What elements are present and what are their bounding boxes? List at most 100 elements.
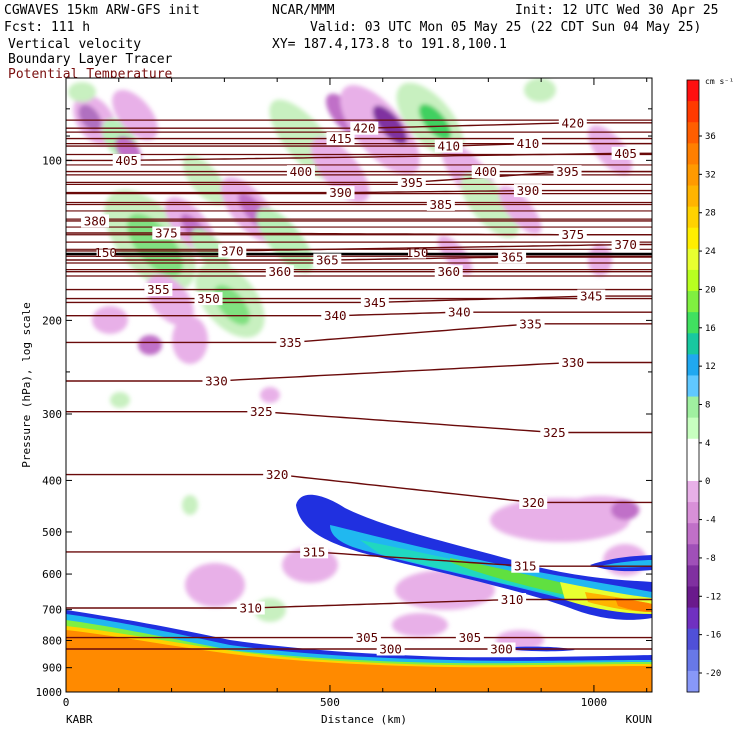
contour-label-bg	[426, 197, 455, 211]
colorbar-frame	[686, 79, 700, 693]
colorbar-label: 4	[705, 439, 710, 449]
contour-label: 315	[303, 544, 326, 559]
contour-label: 390	[329, 185, 352, 200]
colorbar-label: -4	[705, 516, 716, 526]
x-tick-label: 0	[63, 696, 70, 709]
x-axis-right-station: KOUN	[626, 713, 653, 726]
colorbar-swatch	[687, 354, 699, 376]
contour-label: 300	[490, 641, 513, 656]
theta-contour-330	[66, 361, 652, 382]
contour-label-bg	[286, 165, 315, 179]
contour-label: 340	[324, 308, 347, 323]
contour-label: 420	[562, 115, 585, 130]
colorbar-swatch	[687, 438, 699, 461]
potential-temperature-contours	[66, 119, 652, 650]
colorbar-swatch	[687, 122, 699, 144]
colorbar-swatch	[687, 523, 699, 545]
model-title: CGWAVES 15km ARW-GFS init	[4, 3, 200, 18]
y-tick-label: 1000	[36, 686, 63, 699]
contour-label: 380	[84, 213, 107, 228]
contour-label-bg	[553, 165, 582, 179]
contour-label: 405	[614, 146, 637, 161]
colorbar-swatch	[687, 333, 699, 355]
contour-label-bg	[513, 137, 542, 151]
colorbar-swatch	[687, 248, 699, 271]
theta-contour-310	[66, 598, 652, 609]
contour-label: 345	[580, 289, 603, 304]
colorbar-swatch	[687, 502, 699, 524]
contour-label: 335	[519, 316, 542, 331]
contour-label: 325	[250, 404, 273, 419]
contour-label-bg	[558, 116, 587, 130]
colorbar-swatch	[687, 375, 699, 398]
contour-label-bg	[81, 214, 110, 228]
contour-label-bg	[300, 545, 329, 559]
contour-label: 370	[614, 237, 637, 252]
contour-label-bg	[96, 249, 115, 259]
contour-label-bg	[498, 250, 527, 264]
contour-label-bg	[397, 175, 426, 189]
contour-label: 305	[356, 630, 379, 645]
colorbar-swatch	[687, 143, 699, 165]
y-axis: 100 200 300 400 500 600 700 800 900 1000	[36, 108, 652, 699]
colorbar-label: 28	[705, 209, 716, 219]
y-tick-label: 800	[42, 634, 62, 647]
contour-label: 310	[501, 592, 524, 607]
contour-label-bg	[434, 139, 463, 153]
contour-label: 410	[437, 139, 460, 154]
colorbar-label: 36	[705, 132, 716, 142]
colorbar-unit: cm s⁻¹	[705, 77, 734, 86]
contour-label-bg	[519, 495, 548, 509]
y-tick-label: 600	[42, 568, 62, 581]
contour-label: 390	[517, 183, 540, 198]
contour-label-bg	[276, 335, 305, 349]
contour-label-bg	[558, 355, 587, 369]
contour-label-bg	[350, 121, 379, 135]
contour-label-bg	[455, 631, 484, 645]
field-boundary-layer-tracer: Boundary Layer Tracer	[8, 52, 173, 67]
contour-label: 320	[522, 495, 545, 510]
init-time: Init: 12 UTC Wed 30 Apr 25	[515, 3, 719, 18]
contour-label: 355	[147, 282, 170, 297]
x-tick-label: 1000	[581, 696, 608, 709]
y-tick-label: 100	[42, 154, 62, 167]
colorbar-swatch	[687, 565, 699, 587]
theta-contour-335	[66, 323, 652, 344]
colorbar-swatch	[687, 269, 699, 292]
contour-label-bg	[408, 249, 427, 259]
colorbar-swatch	[687, 607, 699, 630]
contour-label: 370	[221, 243, 244, 258]
contour-label-bg	[360, 295, 389, 309]
contour-label: 340	[448, 305, 471, 320]
contour-label: 310	[239, 600, 262, 615]
colorbar-swatch	[687, 544, 699, 566]
colorbar-swatch	[687, 396, 699, 419]
y-axis-label: Pressure (hPa), log scale	[20, 302, 33, 468]
theta-contour-340	[66, 311, 652, 317]
contour-label: 400	[474, 164, 497, 179]
contour-label: 395	[401, 175, 424, 190]
colorbar-label: 8	[705, 401, 710, 411]
colorbar-swatch	[687, 628, 699, 651]
contour-label-bg	[487, 642, 516, 656]
contour-label-bg	[112, 153, 141, 167]
colorbar-swatch	[687, 80, 699, 102]
colorbar-swatch	[687, 649, 699, 672]
contour-label-bg	[194, 292, 223, 306]
y-tick-label: 700	[42, 604, 62, 617]
x-axis: 0 500 1000	[63, 78, 648, 709]
contour-label-bg	[321, 309, 350, 323]
colorbar-label: -12	[705, 592, 721, 602]
colorbar-swatch	[687, 312, 699, 334]
contour-label-bg	[511, 559, 540, 573]
contour-label-bg	[265, 265, 294, 279]
colorbar-swatch	[687, 227, 699, 250]
contour-label-bg	[445, 305, 474, 319]
x-axis-left-station: KABR	[66, 713, 93, 726]
forecast-hour: Fcst: 111 h	[4, 20, 90, 35]
contour-label: 410	[517, 136, 540, 151]
y-tick-label: 300	[42, 408, 62, 421]
contour-label-bg	[558, 228, 587, 242]
contour-label: 335	[279, 335, 302, 350]
